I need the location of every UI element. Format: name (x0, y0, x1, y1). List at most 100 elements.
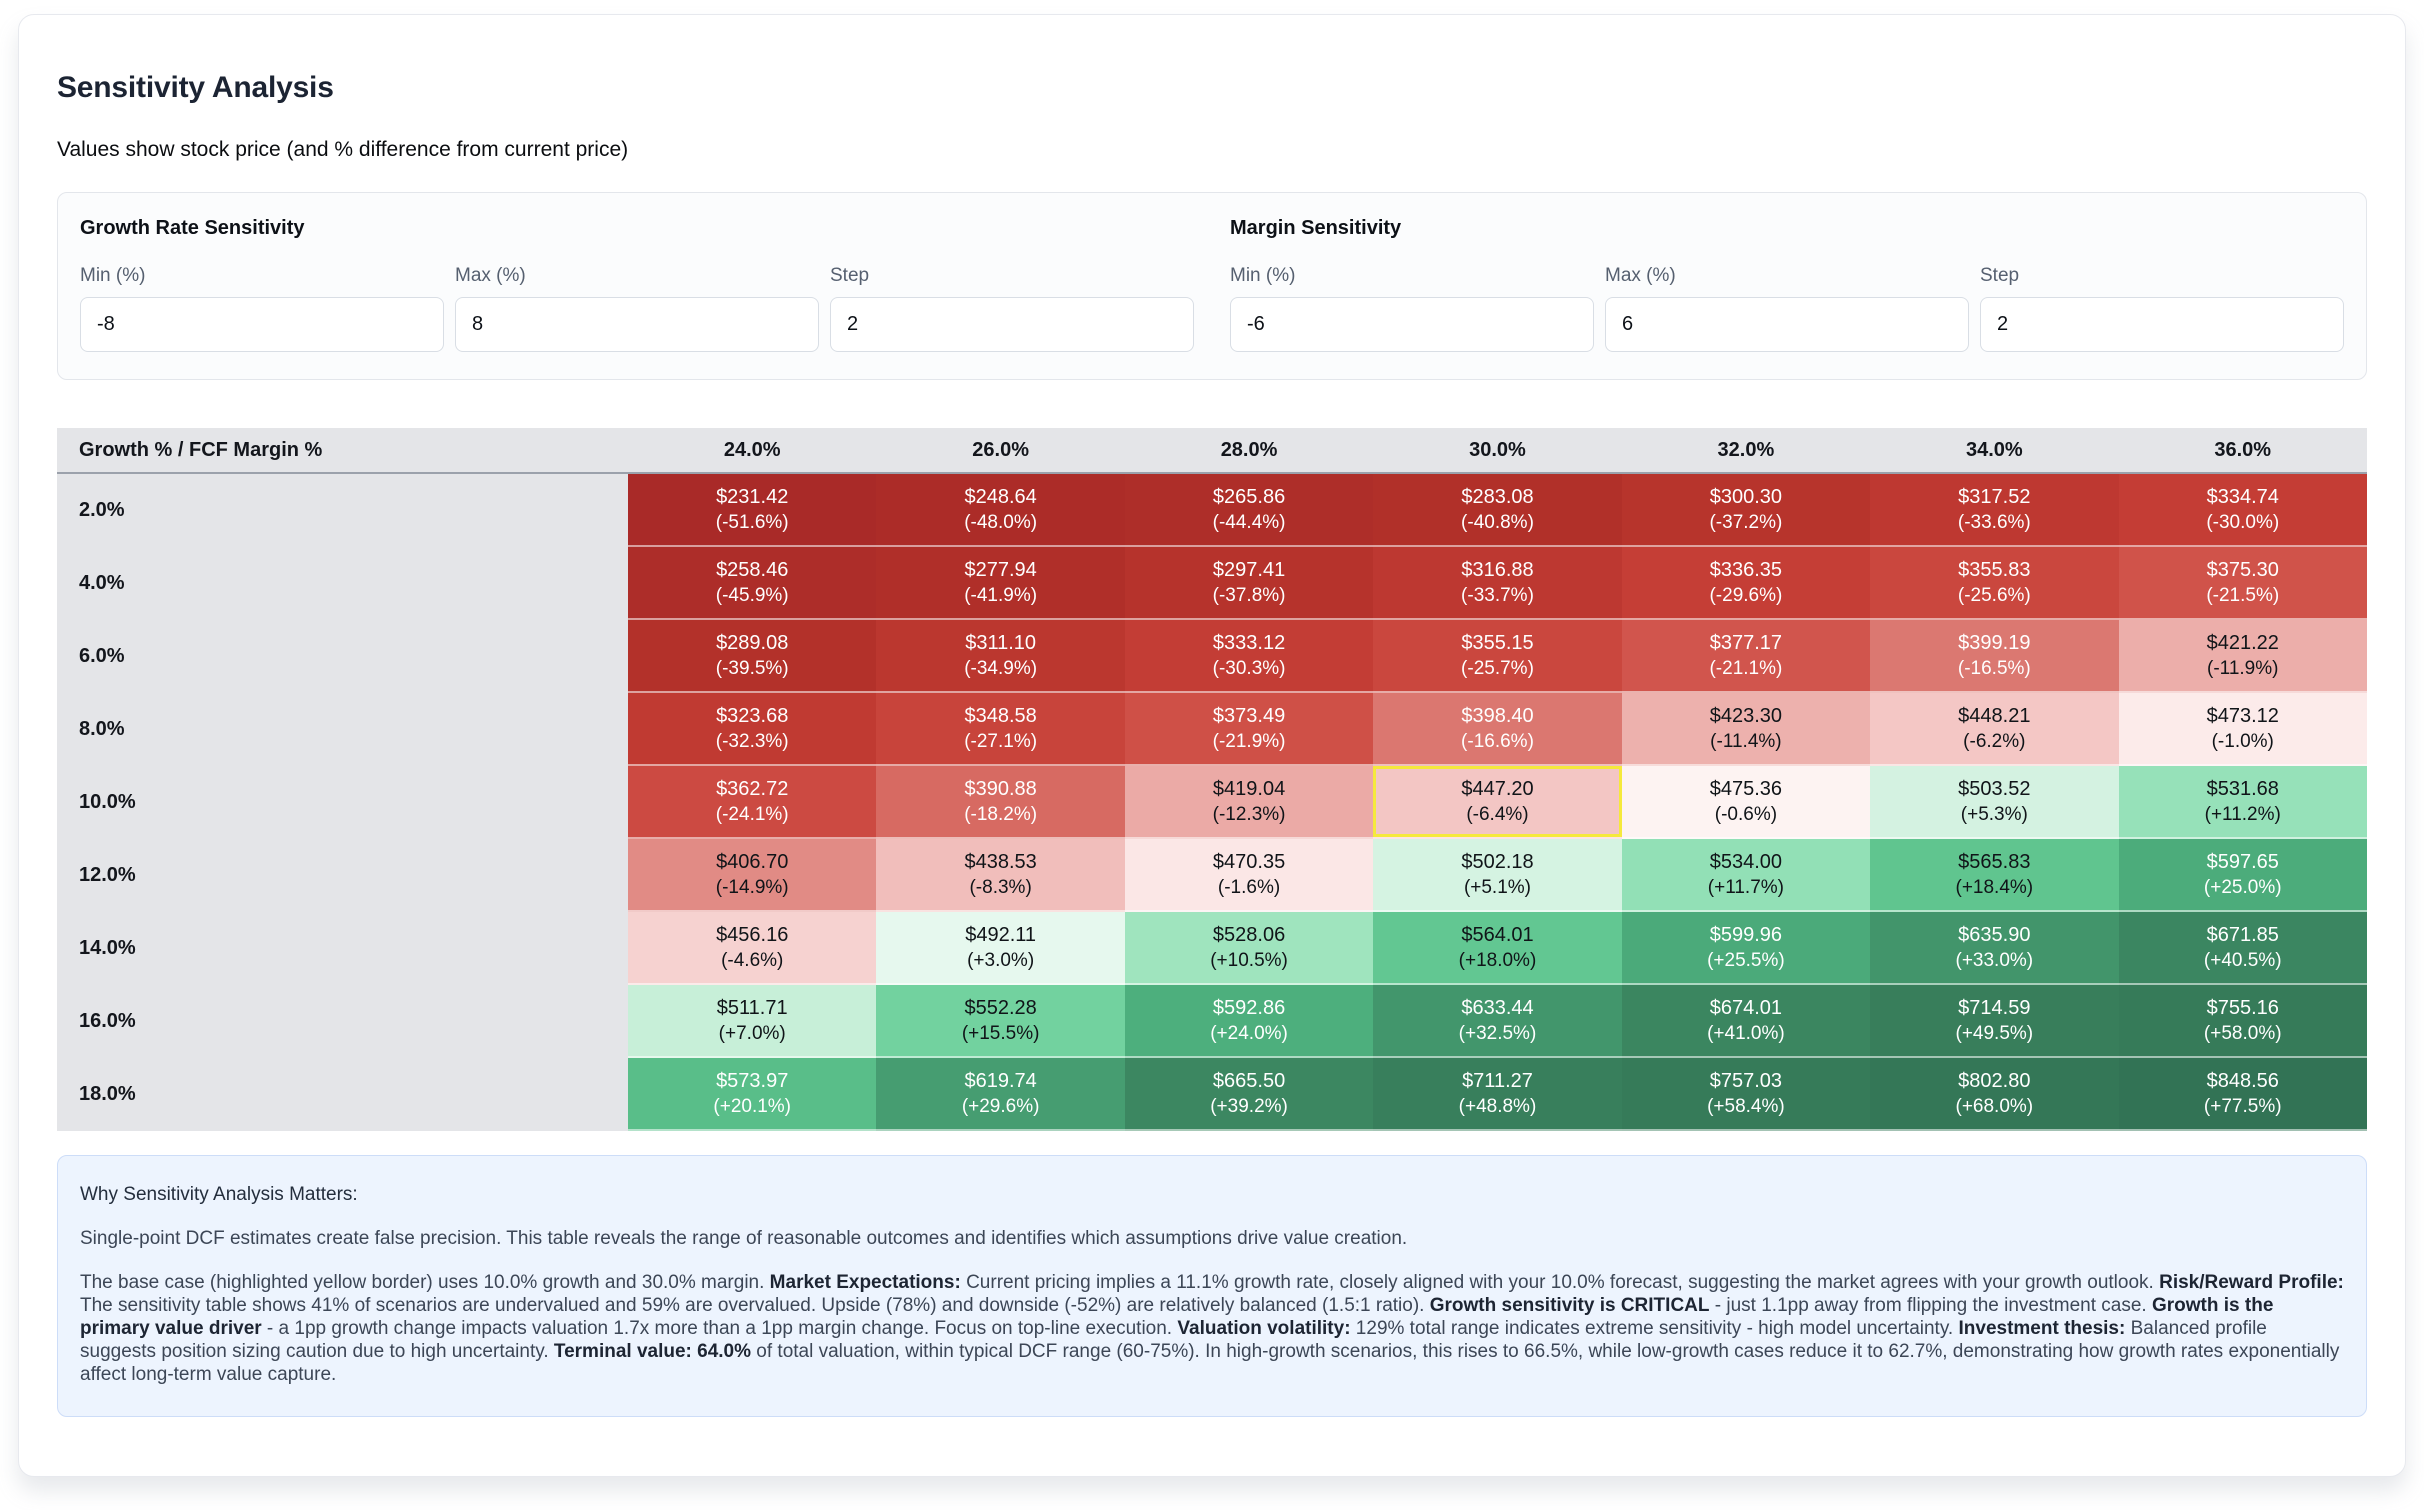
cell-price: $398.40 (1461, 704, 1534, 727)
cell-price: $447.20 (1461, 777, 1534, 800)
margin-min-input[interactable] (1230, 297, 1594, 352)
heatmap-cell: $375.30 (-21.5%) (2118, 547, 2367, 620)
heatmap-cell: $635.90 (+33.0%) (1870, 912, 2119, 985)
row-header: 4.0% (57, 547, 628, 620)
cell-pct-diff: (-37.2%) (1709, 511, 1783, 533)
heatmap-cell: $362.72 (-24.1%) (628, 766, 877, 839)
cell-price: $300.30 (1709, 485, 1783, 508)
cell-pct-diff: (-16.5%) (1957, 657, 2031, 679)
heatmap-cell: $665.50 (+39.2%) (1124, 1058, 1374, 1131)
corner-axis-label: Growth % / FCF Margin % (79, 438, 323, 461)
heatmap-cell: $755.16 (+58.0%) (2118, 985, 2367, 1058)
cell-price: $334.74 (2206, 485, 2279, 508)
heatmap-cell: $456.16 (-4.6%) (628, 912, 877, 985)
heatmap-cell: $671.85 (+40.5%) (2118, 912, 2367, 985)
heatmap-cell: $448.21 (-6.2%) (1870, 693, 2119, 766)
notes-text: of total valuation, within typical DCF r… (80, 1341, 2340, 1385)
heatmap-cell: $599.96 (+25.5%) (1621, 912, 1871, 985)
notes-emphasis: Growth is the primary value driver (80, 1295, 2274, 1339)
heatmap-cell: $297.41 (-37.8%) (1124, 547, 1374, 620)
cell-pct-diff: (-25.7%) (1461, 657, 1534, 679)
cell-pct-diff: (+68.0%) (1955, 1095, 2034, 1117)
cell-pct-diff: (-1.0%) (2211, 730, 2274, 752)
col-header: 28.0% (1220, 438, 1278, 461)
cell-pct-diff: (+58.4%) (1707, 1095, 1785, 1117)
cell-pct-diff: (+33.0%) (1955, 949, 2034, 971)
heatmap-cell: $473.12 (-1.0%) (2118, 693, 2367, 766)
cell-price: $671.85 (2206, 923, 2279, 946)
growth-step-input[interactable] (830, 297, 1194, 352)
cell-price: $348.58 (964, 704, 1037, 727)
heatmap-cell: $333.12 (-30.3%) (1124, 620, 1374, 693)
heatmap-row: 14.0% $456.16 (-4.6%) $492.11 (+3.0%) $528.06… (57, 912, 2367, 985)
cell-price: $265.86 (1212, 485, 1286, 508)
cell-pct-diff: (-30.3%) (1212, 657, 1286, 679)
heatmap-row: 12.0% $406.70 (-14.9%) $438.53 (-8.3%) $470.3… (57, 839, 2367, 912)
cell-pct-diff: (-45.9%) (715, 584, 789, 606)
cell-pct-diff: (-30.0%) (2206, 511, 2280, 533)
cell-pct-diff: (-21.5%) (2206, 584, 2280, 606)
heatmap-row: 16.0% $511.71 (+7.0%) $552.28 (+15.5%) $592.8… (57, 985, 2367, 1058)
col-header: 32.0% (1717, 438, 1775, 461)
page-subtitle: Values show stock price (and % differenc… (57, 138, 629, 161)
heatmap-cell: $511.71 (+7.0%) (628, 985, 877, 1058)
cell-price: $473.12 (2206, 704, 2279, 727)
cell-price: $448.21 (1958, 704, 2031, 727)
cell-pct-diff: (+25.5%) (1707, 949, 1785, 971)
cell-pct-diff: (-11.9%) (2207, 657, 2279, 679)
notes-text: - a 1pp growth change impacts valuation … (261, 1318, 1178, 1339)
heatmap-cell: $565.83 (+18.4%) (1870, 839, 2119, 912)
heatmap-cell: $311.10 (-34.9%) (876, 620, 1125, 693)
notes-emphasis: Market Expectations: (769, 1272, 961, 1293)
cell-pct-diff: (-24.1%) (715, 803, 789, 825)
growth-max-input[interactable] (455, 297, 819, 352)
cell-pct-diff: (-40.8%) (1461, 511, 1534, 533)
cell-price: $597.65 (2206, 850, 2279, 873)
cell-price: $323.68 (716, 704, 789, 727)
cell-pct-diff: (+11.7%) (1707, 876, 1784, 898)
heatmap-cell: $757.03 (+58.4%) (1621, 1058, 1871, 1131)
cell-price: $289.08 (716, 631, 789, 654)
heatmap-row: 18.0% $573.97 (+20.1%) $619.74 (+29.6%) $665.… (57, 1058, 2367, 1131)
cell-price: $399.19 (1958, 631, 2031, 654)
cell-price: $377.17 (1709, 631, 1783, 654)
notes-text: - just 1.1pp away from flipping the inve… (1709, 1295, 2152, 1316)
growth-min-field: Min (%) (80, 265, 444, 352)
heatmap-cell: $802.80 (+68.0%) (1870, 1058, 2119, 1131)
heatmap-header-row: Growth % / FCF Margin % 24.0% 26.0% 28.0% 3… (57, 428, 2367, 474)
growth-min-input[interactable] (80, 297, 444, 352)
growth-rate-sensitivity-section: Growth Rate Sensitivity Min (%) Max (%) … (80, 217, 1194, 352)
cell-pct-diff: (-1.6%) (1217, 876, 1281, 898)
cell-price: $362.72 (716, 777, 789, 800)
cell-pct-diff: (+18.4%) (1955, 876, 2034, 898)
sensitivity-heatmap-table: Growth % / FCF Margin % 24.0% 26.0% 28.0% 3… (57, 428, 2367, 1131)
heatmap-cell: $619.74 (+29.6%) (876, 1058, 1125, 1131)
heatmap-row: 8.0% $323.68 (-32.3%) $348.58 (-27.1%) $373.4… (57, 693, 2367, 766)
cell-pct-diff: (+5.3%) (1960, 803, 2028, 825)
cell-price: $311.10 (965, 631, 1037, 654)
cell-price: $492.11 (965, 923, 1037, 946)
margin-step-input[interactable] (1980, 297, 2344, 352)
heatmap-cell: $714.59 (+49.5%) (1870, 985, 2119, 1058)
heatmap-cell: $470.35 (-1.6%) (1124, 839, 1374, 912)
margin-sensitivity-section: Margin Sensitivity Min (%) Max (%) Step (1230, 217, 2344, 352)
cell-pct-diff: (-34.9%) (964, 657, 1038, 679)
cell-pct-diff: (-18.2%) (964, 803, 1038, 825)
row-header: 10.0% (57, 766, 628, 839)
cell-pct-diff: (-4.6%) (721, 949, 784, 971)
notes-emphasis: Growth sensitivity is CRITICAL (1429, 1295, 1710, 1316)
cell-pct-diff: (+58.0%) (2203, 1022, 2282, 1044)
cell-pct-diff: (-11.4%) (1710, 730, 1782, 752)
cell-price: $419.04 (1212, 777, 1286, 800)
heatmap-cell: $348.58 (-27.1%) (876, 693, 1125, 766)
heatmap-cell: $258.46 (-45.9%) (628, 547, 877, 620)
heatmap-cell: $390.88 (-18.2%) (876, 766, 1125, 839)
heatmap-cell: $300.30 (-37.2%) (1621, 474, 1871, 547)
cell-price: $355.83 (1958, 558, 2031, 581)
col-header: 34.0% (1965, 438, 2023, 461)
cell-price: $714.59 (1958, 996, 2031, 1019)
margin-max-input[interactable] (1605, 297, 1969, 352)
cell-price: $848.56 (2206, 1069, 2279, 1092)
growth-max-label: Max (%) (455, 265, 526, 286)
heatmap-cell: $316.88 (-33.7%) (1373, 547, 1622, 620)
